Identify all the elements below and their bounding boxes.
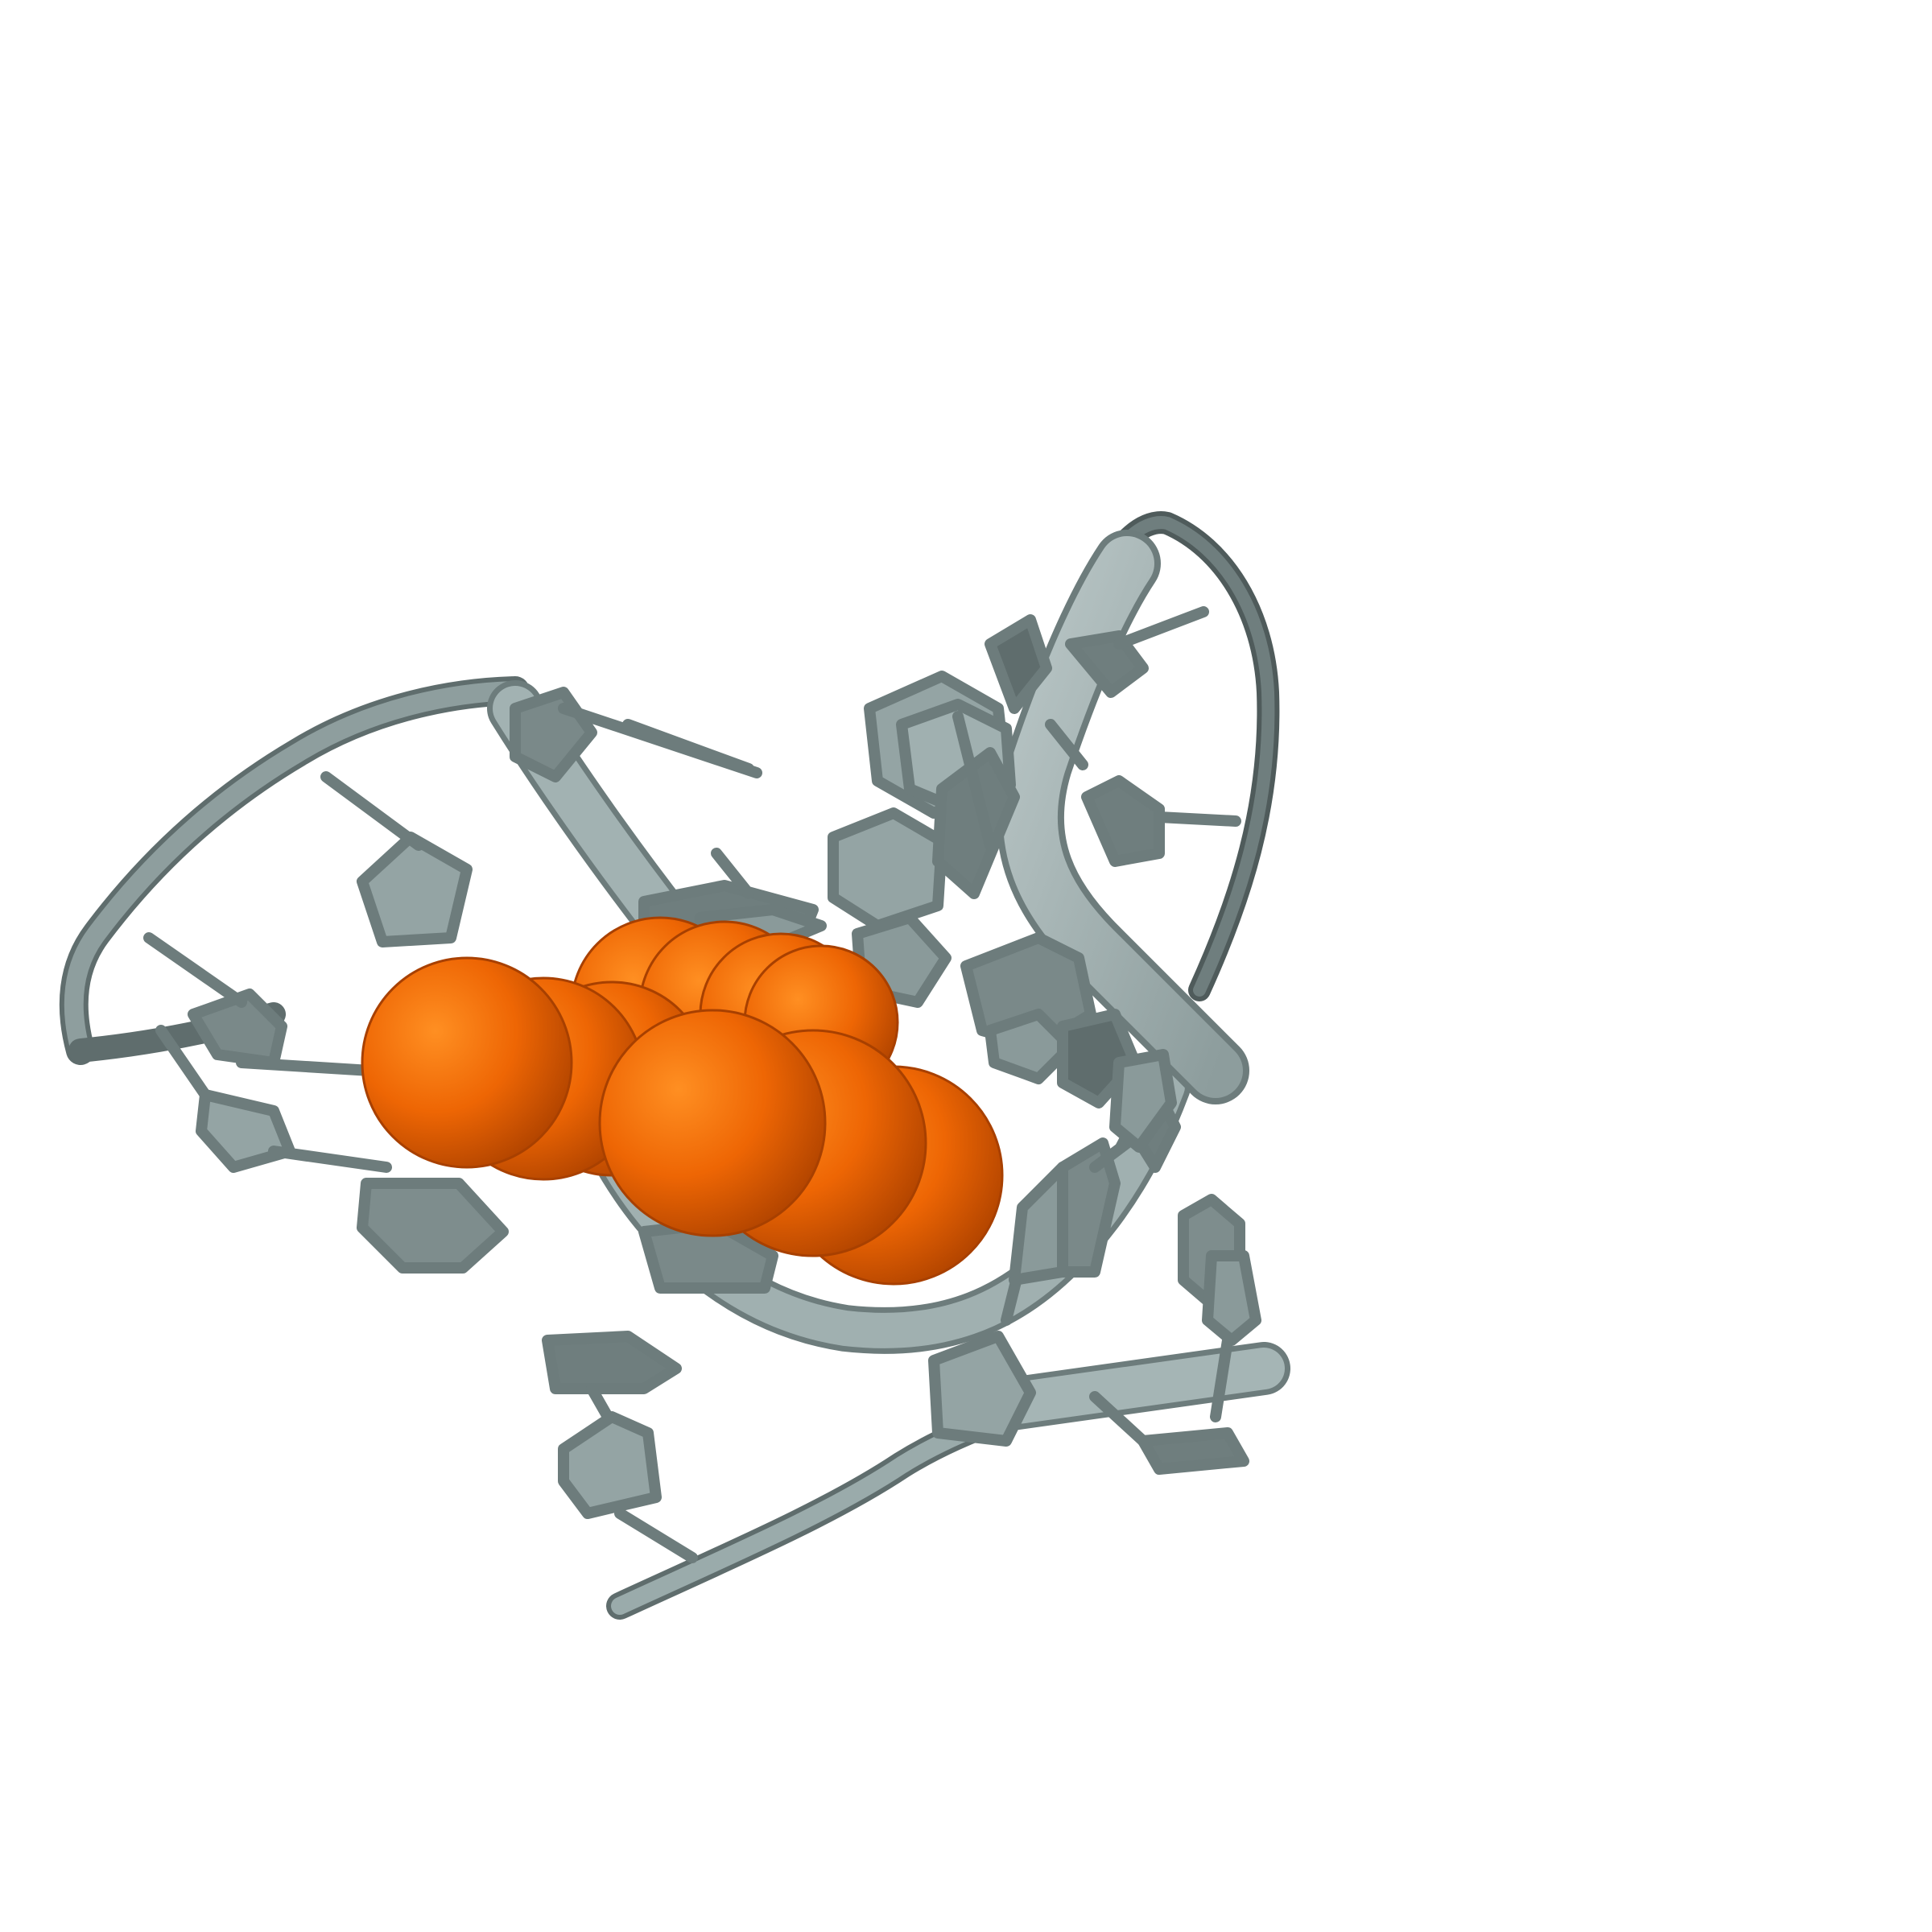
base-ring (1081, 775, 1165, 867)
base-ring (357, 1178, 509, 1274)
base-ring (1109, 1049, 1177, 1153)
base-ring (985, 1009, 1076, 1084)
base-ring (196, 1089, 295, 1173)
base-bond (1210, 1335, 1233, 1422)
base-ring (558, 1411, 662, 1519)
base-bond (1113, 606, 1209, 650)
base-ring (1065, 630, 1149, 698)
base-bond (622, 719, 754, 774)
base-bond (711, 848, 754, 899)
base-ring (928, 1331, 1036, 1447)
base-ring (828, 807, 947, 931)
base-ring (542, 1331, 682, 1394)
backbone-left-loop (64, 681, 525, 1060)
base-bond (586, 1383, 613, 1422)
backbone-right-loop (1104, 516, 1275, 997)
base-bond (1045, 719, 1088, 770)
base-bond (155, 1025, 211, 1100)
ligand-spheres (361, 916, 1004, 1286)
base-ring (1057, 1137, 1121, 1278)
base-bond (614, 1508, 698, 1563)
base-bond (1154, 811, 1241, 827)
base-bond (143, 932, 247, 1008)
ligand-atom (361, 956, 573, 1169)
base-bond (236, 1057, 376, 1076)
base-ring (985, 614, 1052, 714)
base-bond (268, 1146, 392, 1173)
base-ring (1202, 1250, 1261, 1346)
base-ring (357, 832, 473, 947)
base-bond (952, 711, 996, 851)
ligand-atom (598, 1009, 827, 1237)
base-bond (1089, 1391, 1149, 1447)
base-ring (1137, 1427, 1249, 1475)
base-bond (320, 771, 424, 851)
